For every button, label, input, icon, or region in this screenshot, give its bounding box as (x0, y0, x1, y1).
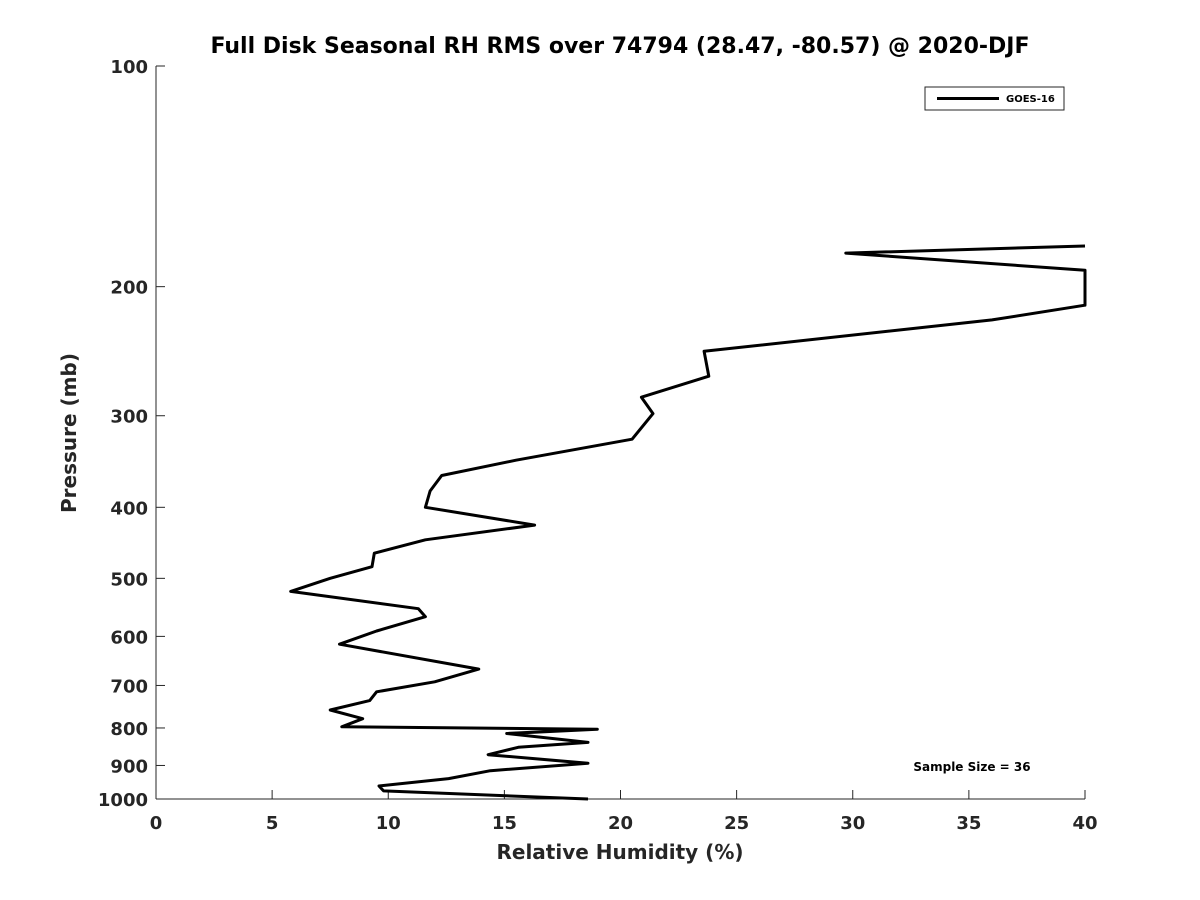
y-tick-label: 600 (110, 627, 148, 648)
x-axis-label: Relative Humidity (%) (496, 840, 743, 864)
x-tick-label: 0 (150, 813, 163, 834)
x-tick-label: 30 (840, 813, 865, 834)
plot-area (155, 66, 1085, 800)
y-tick-label: 200 (110, 278, 148, 299)
series-line-goes-16 (289, 244, 1087, 801)
x-tick-label: 5 (266, 813, 279, 834)
y-tick-label: 300 (110, 407, 148, 428)
x-tick-label: 20 (608, 813, 633, 834)
y-tick-label: 700 (110, 676, 148, 697)
x-tick-label: 35 (956, 813, 981, 834)
sample-size-annotation: Sample Size = 36 (913, 760, 1030, 774)
x-ticks: 0 5 10 15 20 25 30 35 40 (150, 790, 1098, 834)
y-ticks: 100 200 300 400 500 600 700 800 900 1000 (98, 57, 165, 811)
x-tick-label: 10 (376, 813, 401, 834)
y-axis-label: Pressure (mb) (57, 353, 81, 513)
legend-label-goes-16: GOES-16 (1006, 94, 1055, 105)
series-layer (289, 244, 1087, 801)
x-tick-label: 25 (724, 813, 749, 834)
x-tick-label: 40 (1072, 813, 1097, 834)
x-tick-label: 15 (492, 813, 517, 834)
y-tick-label: 1000 (98, 790, 148, 811)
y-tick-label: 100 (110, 57, 148, 78)
y-tick-label: 500 (110, 569, 148, 590)
y-tick-label: 400 (110, 498, 148, 519)
y-tick-label: 800 (110, 719, 148, 740)
legend: GOES-16 (924, 86, 1065, 111)
y-tick-label: 900 (110, 756, 148, 777)
chart-title: Full Disk Seasonal RH RMS over 74794 (28… (210, 34, 1029, 59)
